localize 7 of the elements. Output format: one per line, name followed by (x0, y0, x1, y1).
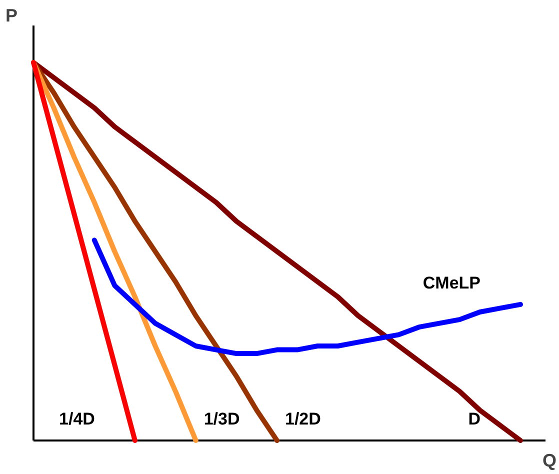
series-label: 1/4D (59, 410, 95, 428)
x-axis-title: Q (542, 450, 557, 470)
series-label: D (468, 410, 481, 428)
y-axis-title: P (6, 6, 18, 26)
series-label: 1/3D (204, 410, 240, 428)
series-label: CMeLP (422, 273, 481, 292)
series-label: 1/2D (285, 410, 321, 428)
